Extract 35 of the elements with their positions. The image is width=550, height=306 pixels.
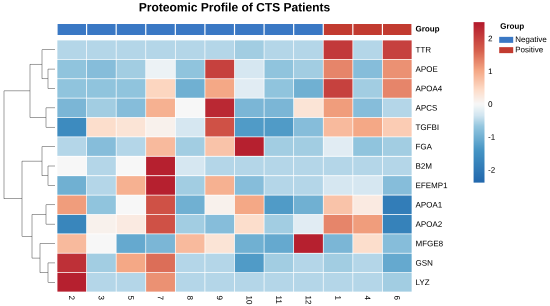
x-tick-label: 7 (158, 296, 164, 300)
x-tick-label: 2 (69, 296, 75, 300)
y-tick-label: APOE (416, 66, 438, 72)
x-tick-label: 12 (306, 296, 312, 304)
color-bar-label: 1 (488, 68, 492, 74)
color-bar-label: -2 (488, 167, 495, 173)
x-tick-label: 8 (187, 296, 193, 300)
x-tick-label: 9 (216, 296, 223, 300)
y-tick-label: TGFBI (416, 124, 438, 130)
x-tick-label: 11 (276, 296, 282, 304)
y-tick-label: APOA4 (416, 86, 442, 92)
y-tick-label: APOA2 (416, 221, 442, 227)
legend-label: Positive (516, 46, 543, 52)
x-tick-label: 4 (364, 296, 370, 300)
chart-title: Proteomic Profile of CTS Patients (140, 2, 330, 12)
y-tick-label: B2M (416, 163, 432, 169)
x-tick-label: 1 (335, 296, 341, 300)
x-tick-label: 6 (394, 296, 400, 300)
x-tick-label: 3 (98, 296, 104, 300)
color-bar-label: 0 (488, 101, 492, 107)
y-tick-label: GSN (416, 260, 432, 266)
legend-title: Group (500, 23, 524, 30)
y-tick-label: APOA1 (416, 202, 442, 208)
y-tick-label: LYZ (416, 280, 430, 286)
legend-label: Negative (516, 36, 546, 44)
category-label: Group (416, 26, 440, 34)
x-tick-label: 10 (246, 296, 252, 304)
y-tick-label: MFGE8 (416, 240, 443, 246)
color-bar-label: -1 (488, 134, 495, 140)
color-bar-label: 2 (488, 36, 492, 42)
y-tick-label: FGA (416, 144, 432, 150)
y-tick-label: EFEMP1 (416, 182, 448, 188)
y-tick-label: APCS (416, 105, 437, 111)
y-tick-label: TTR (416, 46, 431, 52)
x-tick-label: 5 (128, 296, 134, 300)
